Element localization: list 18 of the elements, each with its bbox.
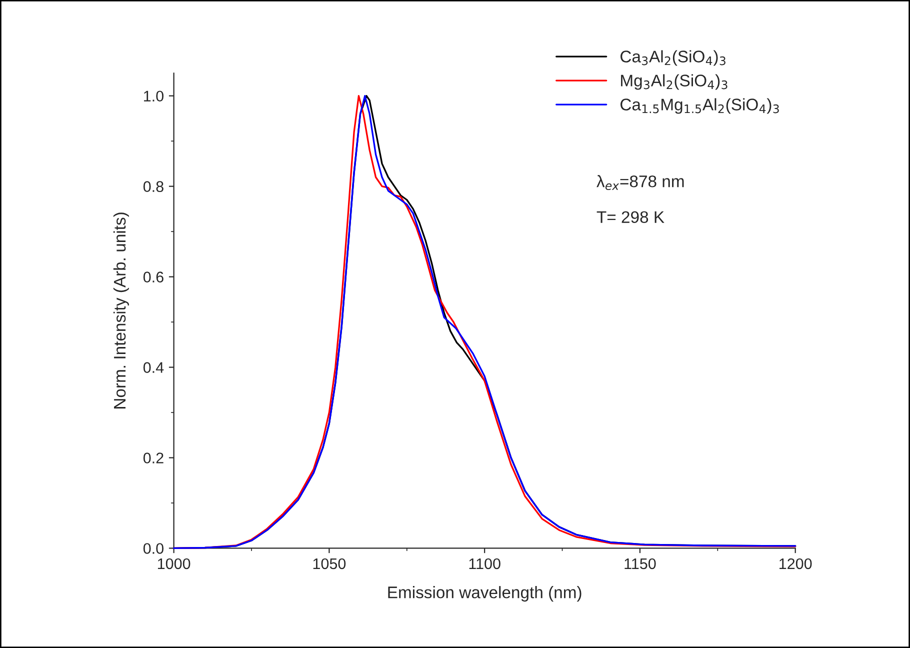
legend-label: Mg$_{3}$Al$_{2}$(SiO$_{4}$)$_{3}$ [621,74,728,90]
annotation: λ$_{ex}$=878 nm [596,175,684,190]
x-tick-label: 1000 [158,558,190,570]
x-tick-label: 1200 [780,558,812,570]
x-tick-label: 1100 [469,558,500,570]
x-axis-title: Emission wavelength (nm) [388,586,582,602]
y-tick-label: 1.0 [144,90,164,102]
x-tick-label: 1150 [624,558,656,570]
annotation: T= 298 K [596,211,664,224]
y-tick-label: 0.6 [143,272,164,282]
y-tick-label: 0.2 [143,452,164,464]
legend-label: Ca$_{3}$Al$_{2}$(SiO$_{4}$)$_{3}$ [620,50,726,66]
y-axis-title: Norm. Intensity (Arb. units) [113,212,129,408]
y-tick-label: 0.4 [143,362,164,373]
y-tick-label: 0.0 [143,543,164,554]
y-tick-label: 0.8 [143,181,164,192]
text: Ca$_{1.5}$Mg$_{1.5}$Al$_{2}$(SiO$_{4}$)$_{3}$ [620,98,779,114]
x-tick-label: 1050 [313,558,346,570]
